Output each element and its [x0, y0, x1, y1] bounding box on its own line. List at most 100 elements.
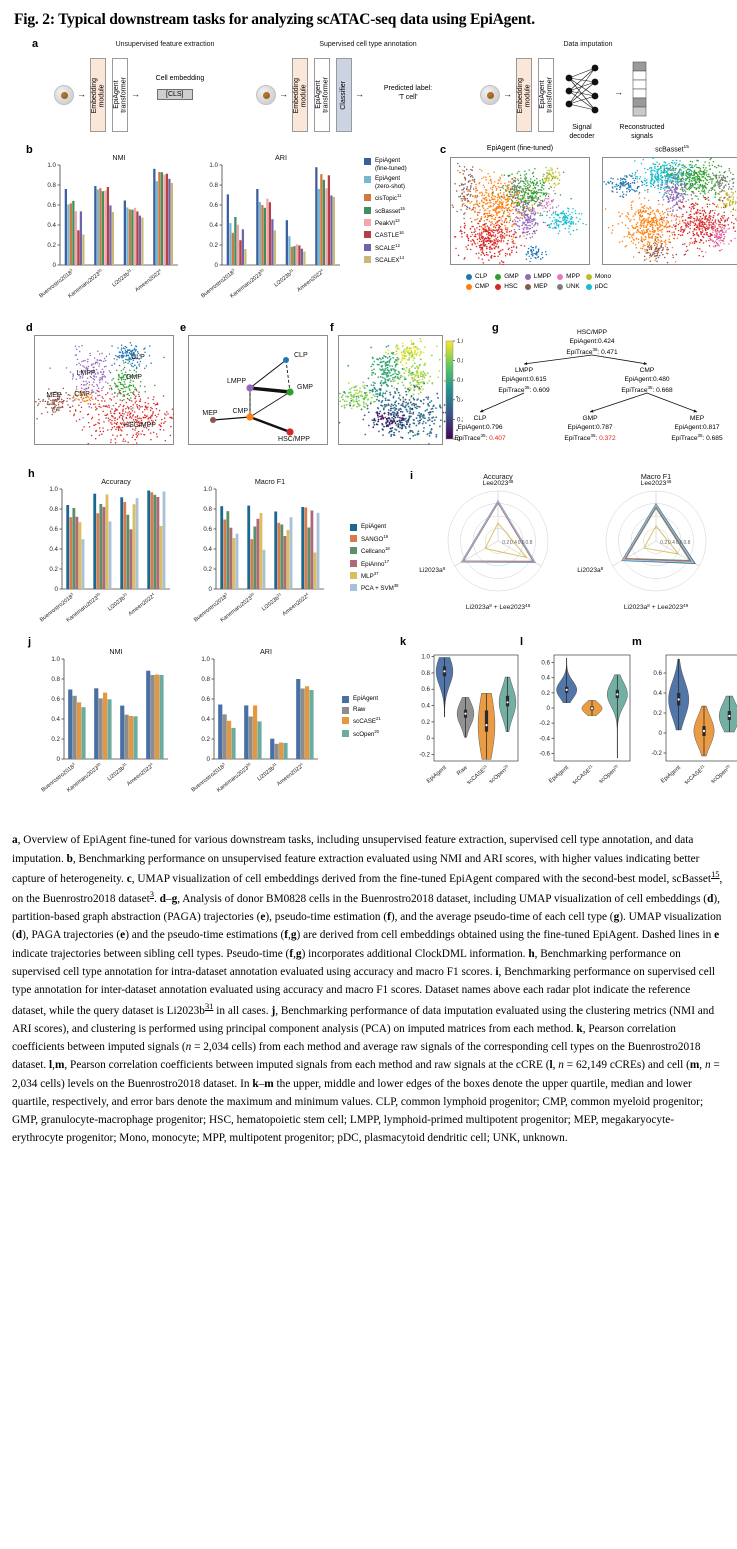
scatter-point: [475, 190, 477, 192]
scatter-point: [101, 433, 103, 436]
scatter-point: [500, 196, 503, 198]
scatter-point: [486, 225, 489, 228]
scatter-point: [503, 236, 505, 239]
scatter-point: [645, 258, 648, 261]
scatter-point: [488, 210, 491, 213]
scatter-point: [413, 377, 416, 380]
scatter-point: [138, 400, 141, 403]
scatter-point: [644, 238, 647, 241]
scatter-point: [489, 251, 491, 254]
scatter-point: [474, 234, 477, 236]
scatter-point: [392, 373, 394, 376]
scatter-point: [117, 393, 119, 395]
scatter-point: [732, 194, 734, 196]
scatter-point: [719, 179, 721, 182]
scatter-point: [696, 216, 698, 219]
scatter-point: [642, 225, 644, 227]
scatter-point: [50, 407, 53, 410]
scatter-point: [699, 216, 702, 218]
scatter-point: [687, 183, 689, 185]
scatter-point: [492, 203, 495, 205]
scatter-point: [665, 243, 667, 246]
scatter-point: [48, 398, 50, 400]
scatter-point: [642, 229, 645, 232]
scatter-point: [110, 387, 113, 390]
scatter-point: [139, 385, 142, 388]
scatter-point: [696, 172, 698, 174]
scatter-point: [687, 172, 689, 174]
scatter-point: [92, 391, 94, 394]
scatter-point: [695, 211, 697, 214]
scatter-point: [702, 242, 705, 245]
scatter-point: [476, 242, 479, 245]
scatter-point: [513, 222, 515, 225]
scatter-point: [658, 219, 661, 222]
scatter-point: [463, 197, 466, 200]
scatter-point: [492, 209, 494, 211]
scatter-point: [656, 237, 659, 239]
legend-label: HSC: [504, 283, 518, 291]
scatter-point: [703, 189, 706, 192]
scatter-point: [646, 243, 649, 246]
scatter-point: [468, 208, 471, 210]
scatter-point: [118, 412, 121, 415]
scatter-point: [462, 189, 465, 191]
scatter-point: [533, 190, 536, 193]
scatter-point: [403, 372, 405, 375]
scatter-point: [387, 380, 390, 382]
scatter-point: [545, 254, 548, 256]
scatter-point: [642, 246, 644, 248]
scatter-point: [728, 186, 731, 188]
scatter-point: [671, 187, 673, 189]
scatter-point: [36, 418, 38, 420]
scatter-point: [499, 192, 501, 194]
scatter-point: [499, 211, 501, 213]
scatter-point: [54, 404, 56, 406]
scatter-point: [509, 253, 511, 255]
scatter-point: [702, 191, 704, 193]
embedding-module-box-2: Embedding module: [292, 58, 308, 133]
scatter-point: [635, 232, 638, 234]
scatter-point: [514, 237, 517, 239]
scatter-point: [673, 215, 676, 218]
scatter-point: [497, 251, 500, 254]
scatter-point: [477, 233, 479, 236]
scatter-point: [473, 178, 476, 181]
bar: [271, 219, 274, 266]
scatter-point: [130, 354, 132, 356]
scatter-point: [128, 388, 130, 391]
scatter-point: [698, 228, 701, 231]
scatter-point: [506, 195, 508, 197]
scatter-point: [691, 198, 693, 200]
scatter-point: [656, 161, 658, 164]
panel-a-heading-2: Supervised cell type annotation: [319, 41, 417, 49]
scatter-point: [394, 354, 397, 357]
chart-title: ARI: [275, 153, 287, 162]
scatter-point: [152, 420, 154, 423]
scatter-point: [138, 358, 140, 361]
scatter-point: [134, 365, 136, 367]
scatter-point: [703, 211, 706, 213]
scatter-point: [460, 183, 463, 185]
scatter-point: [503, 174, 506, 177]
scatter-point: [658, 249, 660, 252]
scatter-point: [520, 190, 523, 193]
scatter-point: [500, 204, 503, 206]
scatter-point: [137, 422, 140, 424]
scatter-point: [130, 385, 133, 387]
scatter-point: [546, 211, 549, 213]
scatter-point: [679, 160, 681, 163]
figure-page: Fig. 2: Typical downstream tasks for ana…: [12, 11, 737, 1144]
scatter-point: [722, 175, 724, 177]
scatter-point: [550, 223, 552, 225]
scatter-point: [462, 198, 464, 200]
scatter-point: [722, 232, 725, 234]
scatter-point: [129, 369, 131, 372]
scatter-point: [403, 358, 406, 361]
scatter-point: [97, 395, 99, 397]
scatter-point: [585, 224, 587, 226]
scatter-point: [707, 235, 710, 238]
scatter-point: [521, 191, 523, 194]
scatter-point: [498, 225, 500, 227]
scatter-point: [515, 224, 517, 226]
